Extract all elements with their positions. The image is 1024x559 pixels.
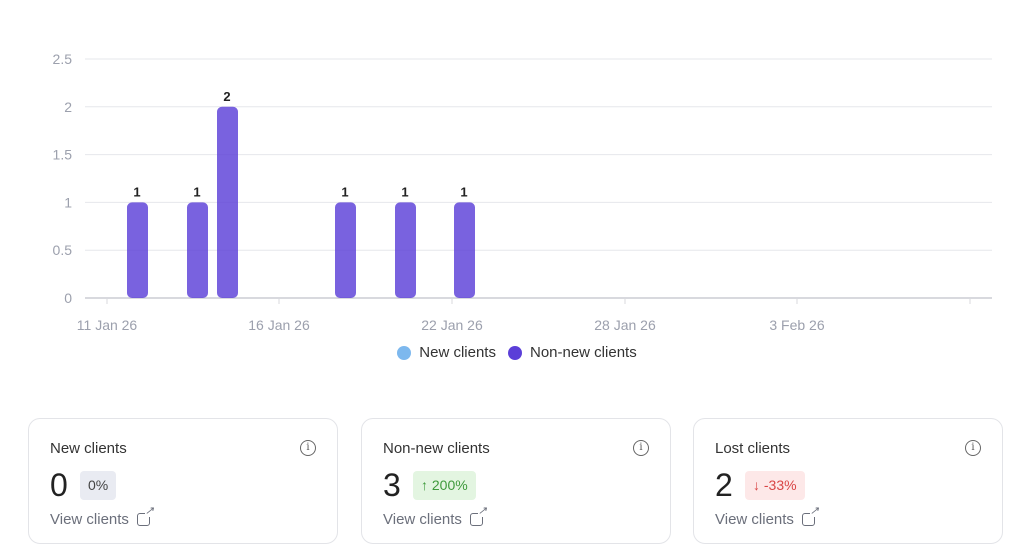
x-tick-label: 3 Feb 26 xyxy=(769,317,824,333)
x-tick-label: 11 Jan 26 xyxy=(77,317,138,333)
bar-chart: 0 0.5 1 1.5 2 2.5 11 Jan 26 16 Jan 26 22 Jan 26 2… xyxy=(53,51,992,333)
legend-label: New clients xyxy=(419,344,496,361)
card-value: 3 xyxy=(383,467,401,503)
bar-non-new-clients xyxy=(395,202,416,298)
lost-clients-card: Lost clients i 2 ↓ -33% View clients xyxy=(693,418,1003,544)
chart-legend: New clients Non-new clients xyxy=(0,344,1024,361)
link-label: View clients xyxy=(383,511,462,528)
y-tick-label: 1.5 xyxy=(53,147,73,163)
legend-dot-icon xyxy=(507,345,522,360)
link-label: View clients xyxy=(715,511,794,528)
bar-non-new-clients xyxy=(454,202,475,298)
bar-non-new-clients xyxy=(127,202,148,298)
view-clients-link[interactable]: View clients xyxy=(383,506,487,528)
card-title: New clients xyxy=(50,440,127,457)
card-title: Lost clients xyxy=(715,440,791,457)
bar-non-new-clients xyxy=(217,106,238,298)
legend-dot-icon xyxy=(397,345,412,360)
bar-non-new-clients xyxy=(187,202,208,298)
info-icon[interactable]: i xyxy=(300,440,316,456)
info-icon[interactable]: i xyxy=(965,440,981,456)
external-link-icon xyxy=(469,506,487,526)
y-tick-label: 0 xyxy=(64,290,72,306)
non-new-clients-card: Non-new clients i 3 ↑ 200% View clients xyxy=(361,418,671,544)
change-badge: 0% xyxy=(80,471,117,500)
bar-value-label: 1 xyxy=(133,184,140,199)
view-clients-link[interactable]: View clients xyxy=(50,506,154,528)
x-tick-label: 28 Jan 26 xyxy=(594,317,656,333)
info-icon[interactable]: i xyxy=(633,440,649,456)
link-label: View clients xyxy=(50,511,129,528)
card-value: 0 xyxy=(50,467,68,503)
bar-value-label: 1 xyxy=(193,184,200,199)
y-tick-label: 2.5 xyxy=(53,51,73,67)
card-value: 2 xyxy=(715,467,733,503)
bar-value-label: 1 xyxy=(341,184,348,199)
new-clients-card: New clients i 0 0% View clients xyxy=(28,418,338,544)
x-tick-label: 22 Jan 26 xyxy=(421,317,483,333)
card-title: Non-new clients xyxy=(383,440,490,457)
change-badge: ↓ -33% xyxy=(745,471,805,500)
y-tick-label: 0.5 xyxy=(53,242,73,258)
x-tick-label: 16 Jan 26 xyxy=(248,317,310,333)
external-link-icon xyxy=(136,506,154,526)
view-clients-link[interactable]: View clients xyxy=(715,506,819,528)
bar-value-label: 2 xyxy=(223,89,230,104)
legend-non-new-clients[interactable]: Non-new clients xyxy=(507,344,637,361)
bar-value-label: 1 xyxy=(401,184,408,199)
change-badge: ↑ 200% xyxy=(413,471,476,500)
bar-non-new-clients xyxy=(335,202,356,298)
bar-value-label: 1 xyxy=(460,184,467,199)
external-link-icon xyxy=(801,506,819,526)
y-tick-label: 1 xyxy=(64,194,72,210)
y-tick-label: 2 xyxy=(64,99,72,115)
legend-new-clients[interactable]: New clients xyxy=(397,344,496,361)
legend-label: Non-new clients xyxy=(529,344,637,361)
